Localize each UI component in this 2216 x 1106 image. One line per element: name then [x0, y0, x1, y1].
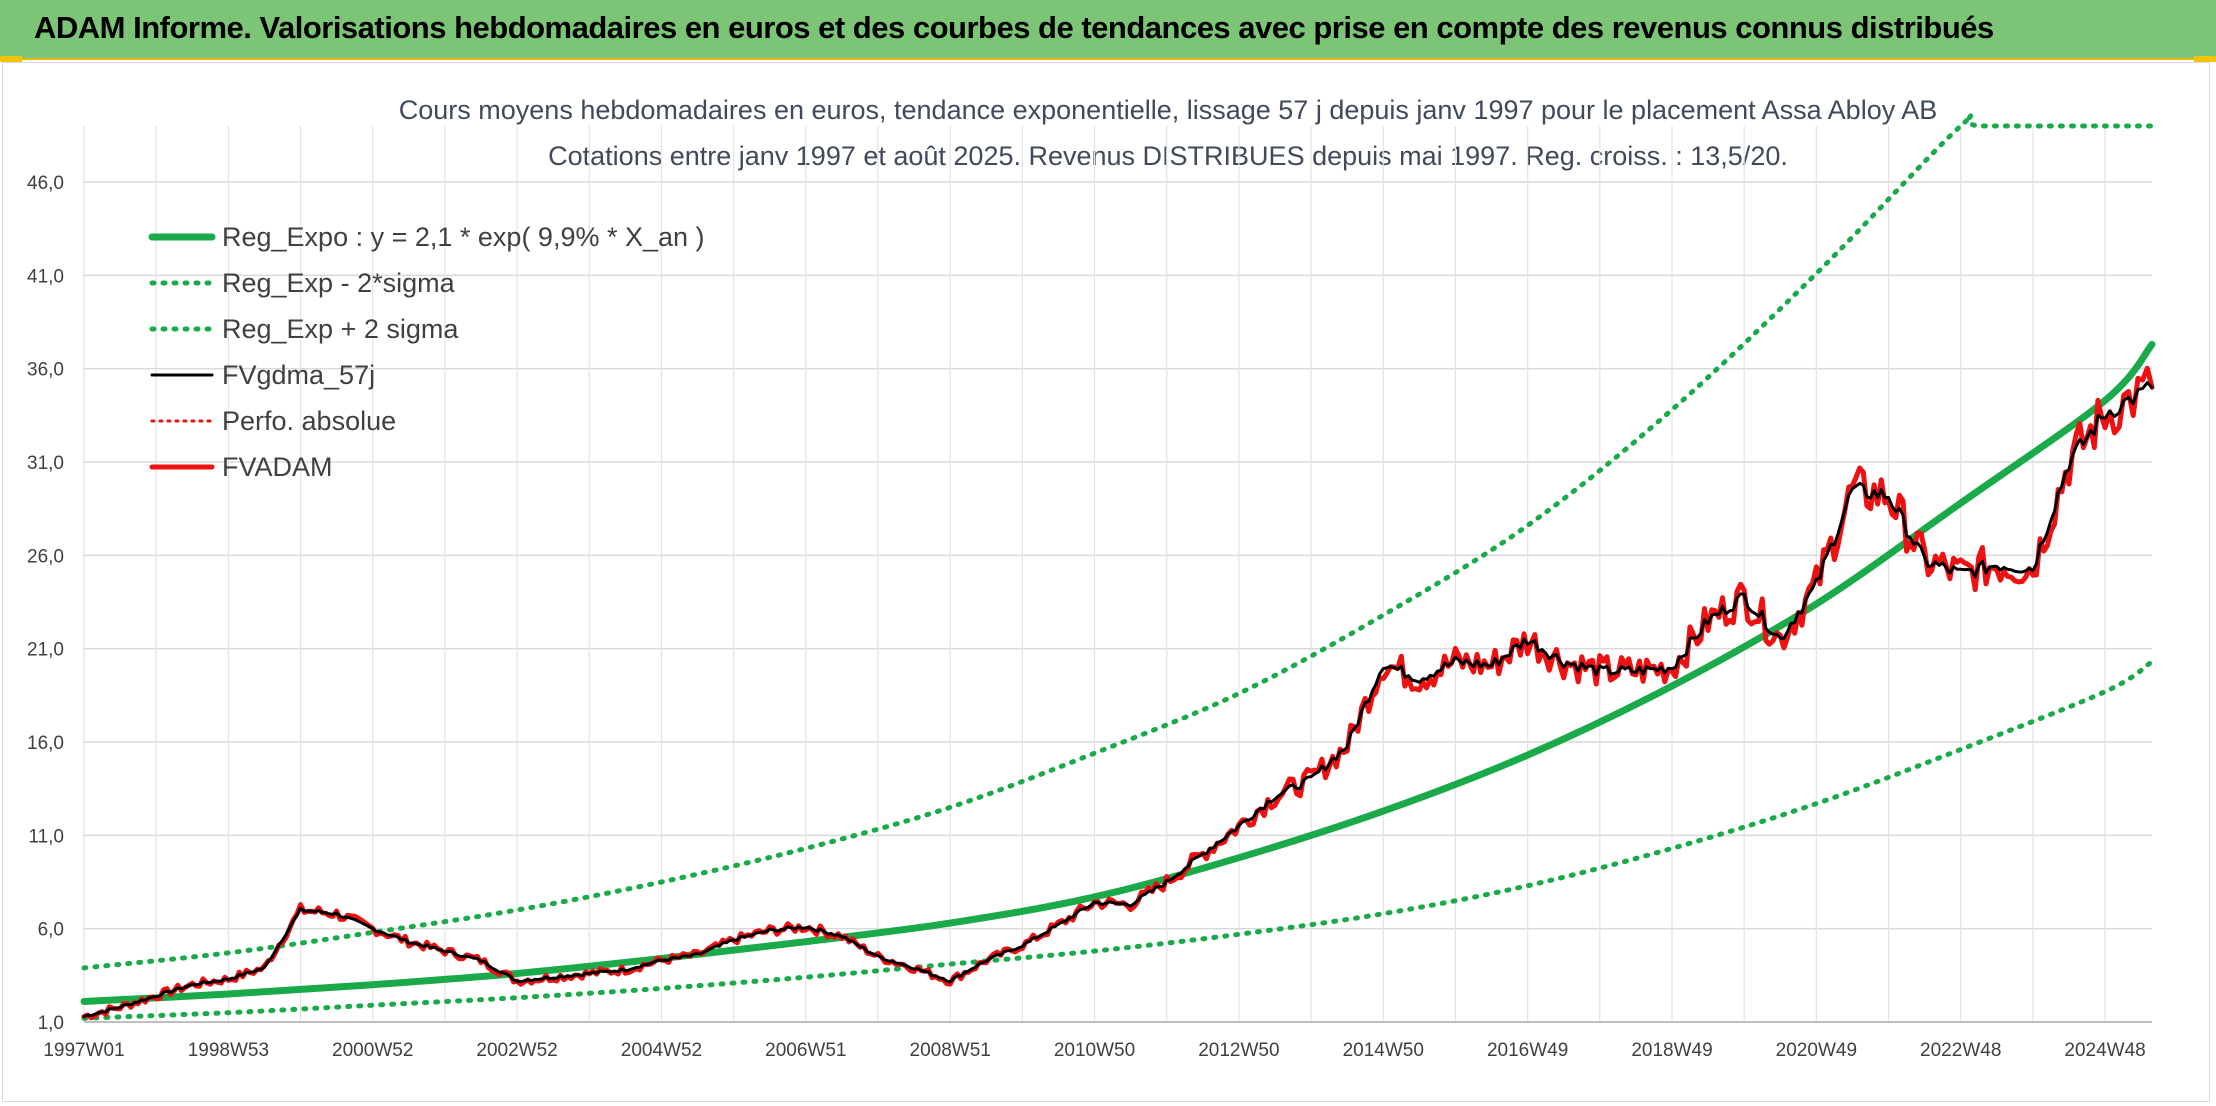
y-tick-label: 11,0 — [28, 826, 64, 847]
fv-line — [82, 381, 2154, 1018]
x-tick-label: 2002W52 — [476, 1040, 557, 1061]
x-tick-label: 2008W51 — [910, 1040, 991, 1061]
grid — [83, 126, 2152, 1023]
corner-mark-right — [2194, 56, 2216, 62]
x-tick-label: 2020W49 — [1776, 1040, 1857, 1061]
chart-title: Cours moyens hebdomadaires en euros, ten… — [399, 95, 1938, 125]
legend-label-trend-line: Reg_Expo : y = 2,1 * exp( 9,9% * X_an ) — [222, 222, 705, 252]
legend: Reg_Expo : y = 2,1 * exp( 9,9% * X_an ) R… — [148, 222, 705, 482]
legend-label-perfo-line: Perfo. absolue — [222, 406, 396, 436]
legend-label-lower-band: Reg_Exp - 2*sigma — [222, 268, 456, 298]
x-tick-label: 2010W50 — [1054, 1040, 1135, 1061]
y-axis: 1,0 6,0 11,0 16,0 21,0 26,0 31,0 36,0 41,0 46,0 — [27, 173, 64, 1034]
x-tick-label: 2016W49 — [1487, 1040, 1568, 1061]
page-title: ADAM Informe. Valorisations hebdomadaire… — [34, 10, 1994, 45]
lower-band — [81, 659, 2155, 1021]
chart-frame — [2, 62, 2210, 1102]
header-banner: ADAM Informe. Valorisations hebdomadaire… — [0, 0, 2216, 60]
x-tick-label: 2024W48 — [2064, 1040, 2145, 1061]
corner-mark-left — [0, 56, 22, 62]
y-tick-label: 16,0 — [27, 733, 64, 754]
fvadam-line — [81, 365, 2155, 1021]
y-tick-label: 41,0 — [27, 266, 64, 287]
y-tick-label: 36,0 — [27, 360, 64, 381]
y-tick-label: 6,0 — [38, 920, 64, 941]
y-tick-label: 46,0 — [27, 173, 64, 194]
chart-subtitle: Cotations entre janv 1997 et août 2025. … — [548, 141, 1788, 171]
series-group — [80, 112, 2156, 1021]
x-tick-label: 2000W52 — [332, 1040, 413, 1061]
y-tick-label: 31,0 — [27, 453, 64, 474]
x-axis: 1997W01 1998W53 2000W52 2002W52 2004W52 2006W… — [43, 1021, 2152, 1061]
legend-label-fv-line: FVgdma_57j — [222, 360, 375, 390]
x-tick-label: 2014W50 — [1343, 1040, 1424, 1061]
x-tick-label: 1997W01 — [43, 1040, 124, 1061]
y-tick-label: 1,0 — [38, 1013, 64, 1034]
x-tick-label: 2012W50 — [1198, 1040, 1279, 1061]
x-tick-label: 1998W53 — [188, 1040, 269, 1061]
y-tick-label: 21,0 — [27, 640, 64, 661]
legend-label-fvadam-line: FVADAM — [222, 452, 333, 482]
y-tick-label: 26,0 — [27, 546, 64, 567]
legend-label-upper-band: Reg_Exp + 2 sigma — [222, 314, 459, 344]
x-tick-label: 2006W51 — [765, 1040, 846, 1061]
x-tick-label: 2004W52 — [621, 1040, 702, 1061]
x-tick-label: 2022W48 — [1920, 1040, 2001, 1061]
upper-band — [81, 112, 2155, 971]
x-tick-label: 2018W49 — [1631, 1040, 1712, 1061]
